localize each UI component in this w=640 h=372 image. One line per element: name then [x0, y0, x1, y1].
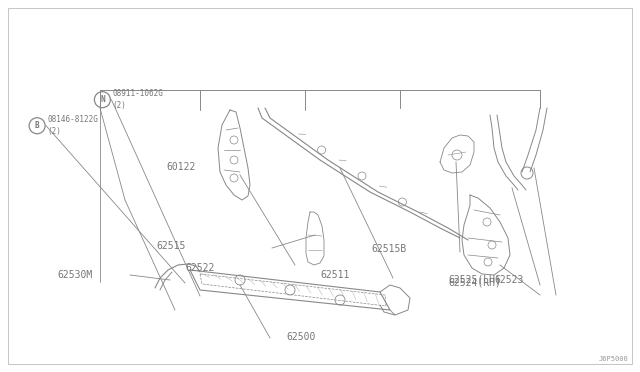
Text: 08911-1062G
(2): 08911-1062G (2) — [113, 89, 163, 110]
Text: 62500: 62500 — [286, 332, 316, 342]
Text: 62515B: 62515B — [371, 244, 406, 254]
Text: N: N — [100, 95, 105, 104]
Text: 62530M: 62530M — [58, 270, 93, 280]
Text: 62524(RH): 62524(RH) — [448, 278, 501, 288]
Text: 60122: 60122 — [166, 163, 196, 172]
Text: 62522: 62522 — [186, 263, 215, 273]
Text: J6P5000: J6P5000 — [598, 356, 628, 362]
Text: 62511: 62511 — [320, 270, 349, 280]
Text: 08146-8122G
(2): 08146-8122G (2) — [47, 115, 98, 136]
Text: B: B — [35, 121, 40, 130]
Text: 62515: 62515 — [157, 241, 186, 250]
Text: 62523: 62523 — [495, 275, 524, 285]
FancyBboxPatch shape — [8, 8, 632, 364]
Text: 62525(LH): 62525(LH) — [448, 275, 501, 285]
